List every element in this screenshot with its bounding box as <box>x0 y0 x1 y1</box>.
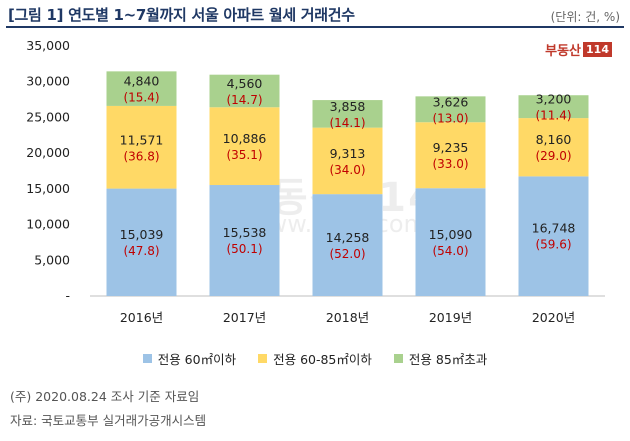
legend-swatch-60 <box>142 354 152 363</box>
bar-value-label: 15,090 <box>429 227 473 242</box>
legend-item-60-85: 전용 60-85㎡이하 <box>258 349 372 368</box>
bar-segment-0 <box>518 176 589 296</box>
footnote-survey-date: (주) 2020.08.24 조사 기준 자료임 <box>10 389 200 404</box>
y-tick-label: 20,000 <box>26 145 70 160</box>
brand-logo: 부동산 114 <box>545 40 612 59</box>
legend-swatch-60-85 <box>258 354 268 363</box>
bar-value-label: 4,560 <box>227 76 263 91</box>
legend-item-85: 전용 85㎡초과 <box>393 349 488 368</box>
unit-label: (단위: 건, %) <box>550 10 620 24</box>
x-tick-label: 2018년 <box>326 310 369 325</box>
legend-label-60: 전용 60㎡이하 <box>157 352 237 367</box>
y-tick-label: 5,000 <box>34 252 70 267</box>
bar-value-label: 3,626 <box>433 94 469 109</box>
bar-pct-label: (11.4) <box>535 109 571 123</box>
legend-swatch-85 <box>393 354 403 363</box>
legend-item-60: 전용 60㎡이하 <box>142 349 237 368</box>
footnote-source: 자료: 국토교통부 실거래가공개시스템 <box>10 413 207 428</box>
brand-logo-number: 114 <box>583 42 612 57</box>
bar-segment-1 <box>415 122 486 189</box>
x-tick-label: 2017년 <box>223 310 266 325</box>
bar-segment-1 <box>312 127 383 195</box>
legend-label-60-85: 전용 60-85㎡이하 <box>273 352 372 367</box>
bar-segment-1 <box>518 118 589 177</box>
bar-value-label: 3,858 <box>330 99 366 114</box>
y-tick-label: 10,000 <box>26 217 70 232</box>
bar-pct-label: (15.4) <box>123 91 159 105</box>
bar-segment-2 <box>415 96 486 123</box>
bar-pct-label: (14.1) <box>329 116 365 130</box>
bar-pct-label: (34.0) <box>329 163 365 177</box>
y-tick-label: 35,000 <box>26 38 70 53</box>
bar-pct-label: (35.1) <box>226 148 262 162</box>
bar-value-label: 8,160 <box>536 132 572 147</box>
bar-segment-0 <box>106 188 177 296</box>
bar-pct-label: (47.8) <box>123 244 159 258</box>
brand-logo-text: 부동산 <box>545 44 582 59</box>
bar-segment-1 <box>106 105 177 189</box>
title-divider <box>6 26 624 28</box>
bar-pct-label: (13.0) <box>432 111 468 125</box>
bar-value-label: 10,886 <box>223 131 267 146</box>
y-tick-label: - <box>65 288 70 303</box>
bar-segment-0 <box>415 188 486 296</box>
bar-segment-2 <box>518 95 589 119</box>
x-tick-label: 2019년 <box>429 310 472 325</box>
bar-segment-2 <box>209 74 280 108</box>
chart-legend: 전용 60㎡이하 전용 60-85㎡이하 전용 85㎡초과 <box>0 349 630 368</box>
bar-pct-label: (29.0) <box>535 149 571 163</box>
bar-value-label: 15,039 <box>120 227 164 242</box>
bar-value-label: 15,538 <box>223 225 267 240</box>
bar-value-label: 16,748 <box>532 221 576 236</box>
bar-segment-2 <box>312 100 383 128</box>
bar-value-label: 11,571 <box>120 132 164 147</box>
chart-title: [그림 1] 연도별 1~7월까지 서울 아파트 월세 거래건수 <box>8 6 355 24</box>
bar-pct-label: (36.8) <box>123 149 159 163</box>
bar-value-label: 4,840 <box>124 74 160 89</box>
y-tick-label: 25,000 <box>26 109 70 124</box>
y-tick-label: 30,000 <box>26 74 70 89</box>
bar-value-label: 9,313 <box>330 146 366 161</box>
bar-segment-1 <box>209 107 280 186</box>
bar-value-label: 9,235 <box>433 140 469 155</box>
x-tick-label: 2020년 <box>532 310 575 325</box>
bar-pct-label: (50.1) <box>226 242 262 256</box>
bar-value-label: 3,200 <box>536 92 572 107</box>
bar-value-label: 14,258 <box>326 230 370 245</box>
y-tick-label: 15,000 <box>26 181 70 196</box>
x-tick-label: 2016년 <box>120 310 163 325</box>
bar-pct-label: (52.0) <box>329 247 365 261</box>
bar-segment-0 <box>312 194 383 296</box>
stacked-bar-chart: - 5,000 10,000 15,000 20,000 25,000 30,000 35,0… <box>26 38 605 325</box>
bar-pct-label: (54.0) <box>432 244 468 258</box>
bar-pct-label: (59.6) <box>535 238 571 252</box>
bar-pct-label: (33.0) <box>432 157 468 171</box>
bar-segment-2 <box>106 71 177 106</box>
legend-label-85: 전용 85㎡초과 <box>408 352 488 367</box>
bar-segment-0 <box>209 185 280 296</box>
bar-pct-label: (14.7) <box>226 93 262 107</box>
